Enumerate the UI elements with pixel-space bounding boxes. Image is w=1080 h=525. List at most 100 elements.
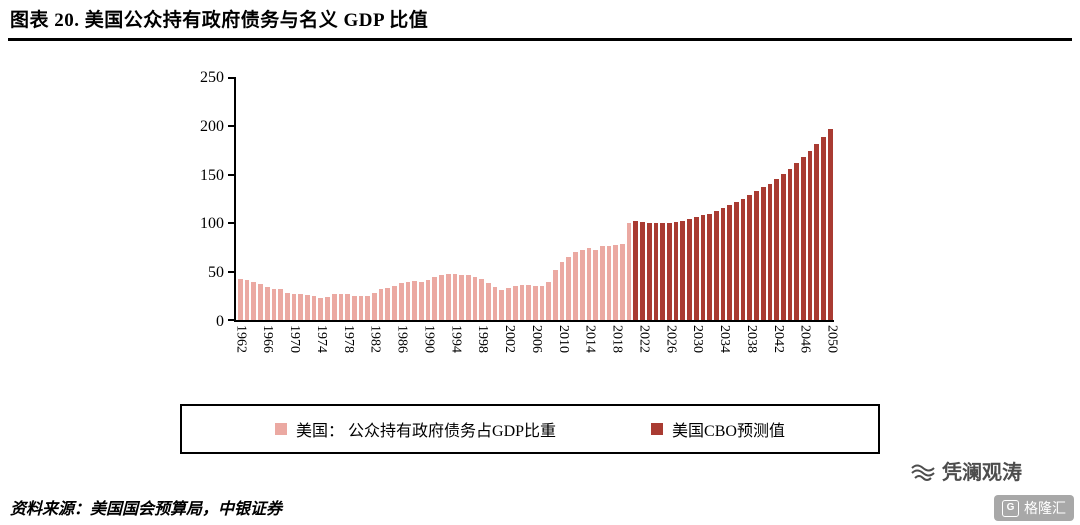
- y-tick-mark-200: [228, 125, 236, 128]
- x-cell-2003: [513, 322, 518, 372]
- bar-1995: [459, 274, 464, 320]
- bar-2011: [566, 257, 572, 320]
- x-tick-label-2026: 2026: [663, 325, 679, 353]
- bar-1991: [432, 277, 438, 320]
- x-cell-2030: 2030: [690, 322, 705, 372]
- bar-2025: [660, 223, 665, 320]
- gelonghui-logo: G 格隆汇: [994, 495, 1074, 521]
- x-cell-2007: [540, 322, 545, 372]
- x-cell-2039: [755, 322, 760, 372]
- x-cell-2026: 2026: [663, 322, 678, 372]
- x-tick-label-2030: 2030: [690, 325, 706, 353]
- bar-1981: [365, 295, 371, 320]
- x-cell-2019: [621, 322, 626, 372]
- x-cell-2050: 2050: [825, 322, 840, 372]
- x-cell-2000: [493, 322, 498, 372]
- x-tick-label-2018: 2018: [609, 325, 625, 353]
- bar-2042: [774, 178, 779, 320]
- bar-2013: [579, 250, 585, 320]
- x-cell-1978: 1978: [341, 322, 356, 372]
- bar-1999: [486, 283, 491, 320]
- figure-title: 图表 20. 美国公众持有政府债务与名义 GDP 比值: [10, 10, 429, 31]
- x-cell-2048: [816, 322, 821, 372]
- bar-2047: [807, 150, 813, 320]
- figure-header: 图表 20. 美国公众持有政府债务与名义 GDP 比值: [8, 2, 1072, 41]
- x-tick-label-2050: 2050: [824, 325, 840, 353]
- legend-swatch-forecast: [651, 423, 664, 435]
- plot-area: [228, 77, 834, 322]
- x-axis-labels: 1962 1966 1970 1974 1978 1982 1986 1990 1994 1998…: [233, 322, 840, 372]
- bar-2018: [613, 245, 619, 320]
- bar-2045: [794, 163, 800, 320]
- bar-2006: [532, 286, 538, 320]
- x-cell-2012: [574, 322, 579, 372]
- x-tick-label-1970: 1970: [287, 325, 303, 353]
- x-cell-1990: 1990: [421, 322, 436, 372]
- x-tick-label-2006: 2006: [528, 325, 544, 353]
- x-cell-1991: [433, 322, 438, 372]
- bar-1988: [412, 281, 417, 320]
- x-cell-2035: [728, 322, 733, 372]
- bar-1975: [325, 296, 330, 320]
- plot-column: 1962 1966 1970 1974 1978 1982 1986 1990 1994 1998…: [228, 77, 840, 372]
- bar-2046: [801, 157, 806, 320]
- x-cell-1982: 1982: [368, 322, 383, 372]
- bar-1964: [251, 282, 257, 320]
- bar-1962: [238, 279, 243, 320]
- bar-2049: [821, 137, 826, 320]
- y-tick-label-250: 250: [200, 69, 224, 86]
- x-cell-2014: 2014: [583, 322, 598, 372]
- bar-1978: [345, 293, 350, 320]
- x-tick-label-1962: 1962: [233, 325, 249, 353]
- bar-1992: [439, 275, 444, 320]
- bar-1994: [452, 273, 458, 320]
- x-cell-2016: [601, 322, 606, 372]
- bar-2032: [707, 213, 712, 320]
- bar-1986: [398, 283, 404, 320]
- x-tick-label-1986: 1986: [394, 325, 410, 353]
- x-cell-1963: [245, 322, 250, 372]
- bar-2010: [559, 261, 565, 320]
- bar-1984: [385, 288, 391, 320]
- bar-2003: [512, 286, 518, 320]
- bar-2012: [573, 252, 578, 320]
- bar-1965: [258, 284, 263, 320]
- bar-1971: [298, 293, 304, 320]
- x-cell-2027: [675, 322, 680, 372]
- x-cell-2023: [648, 322, 653, 372]
- y-axis: 0 50 100 150 200 250: [192, 70, 234, 330]
- bar-2038: [747, 195, 753, 320]
- y-tick-label-150: 150: [200, 166, 224, 184]
- x-tick-label-2014: 2014: [582, 325, 598, 353]
- legend: 美国： 公众持有政府债务占GDP比重 美国CBO预测值: [180, 404, 880, 454]
- x-cell-1976: [332, 322, 337, 372]
- x-cell-2044: [789, 322, 794, 372]
- y-tick-label-0: 0: [216, 313, 224, 330]
- bar-2014: [586, 248, 592, 320]
- gelonghui-text: 格隆汇: [1024, 500, 1066, 516]
- bar-2044: [787, 169, 793, 320]
- bar-1970: [291, 293, 297, 320]
- bar-2037: [740, 199, 746, 320]
- bar-1980: [358, 295, 364, 320]
- bar-2028: [680, 221, 686, 320]
- legend-swatch-historical: [275, 423, 288, 435]
- bar-2026: [667, 223, 672, 320]
- bar-1969: [284, 292, 290, 320]
- bar-1985: [392, 286, 397, 320]
- y-tick-label-200: 200: [200, 117, 224, 135]
- x-cell-2038: 2038: [744, 322, 759, 372]
- x-cell-2042: 2042: [771, 322, 786, 372]
- x-cell-2047: [809, 322, 814, 372]
- x-tick-label-2034: 2034: [717, 325, 733, 353]
- gelonghui-g-icon: G: [1002, 499, 1019, 517]
- x-cell-1971: [298, 322, 303, 372]
- x-cell-2028: [681, 322, 686, 372]
- bar-2041: [767, 183, 773, 320]
- watermark-text: 凭澜观涛: [942, 462, 1022, 484]
- x-cell-1966: 1966: [260, 322, 275, 372]
- x-cell-1988: [413, 322, 418, 372]
- y-tick-mark-250: [228, 77, 236, 79]
- x-cell-1972: [305, 322, 310, 372]
- x-cell-1995: [460, 322, 465, 372]
